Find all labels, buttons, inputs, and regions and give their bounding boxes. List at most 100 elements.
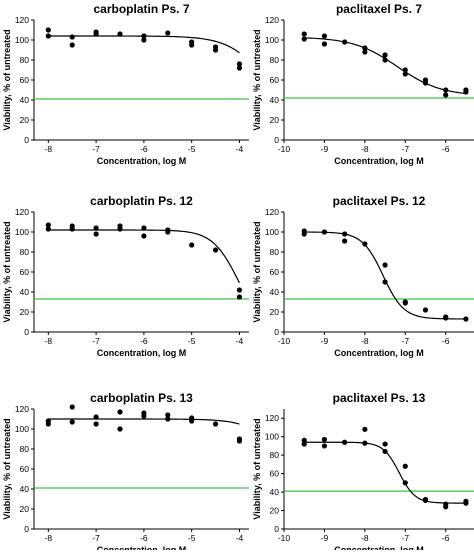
data-point: [45, 418, 51, 424]
x-tick-label: -6: [140, 144, 148, 154]
x-tick-label: -7: [92, 336, 100, 346]
data-point: [443, 92, 449, 98]
data-point: [212, 421, 219, 427]
data-point: [382, 448, 388, 455]
fit-curve: [304, 37, 466, 95]
x-tick-label: -9: [321, 533, 329, 543]
data-point: [69, 42, 75, 48]
data-point: [93, 29, 99, 35]
x-tick-label: -7: [401, 336, 409, 346]
data-point: [443, 87, 449, 93]
x-tick-label: -7: [92, 533, 100, 543]
y-tick-label: 80: [270, 55, 280, 65]
chart-title: carboplatin Ps. 13: [90, 391, 193, 405]
data-point: [212, 44, 219, 50]
y-tick-label: 40: [20, 484, 30, 494]
x-tick-label: -8: [361, 533, 369, 543]
y-tick-label: 20: [270, 506, 280, 516]
data-point: [236, 287, 243, 293]
data-point: [141, 233, 147, 239]
y-tick-label: 80: [20, 247, 30, 257]
data-point: [443, 504, 449, 510]
y-tick-label: 120: [265, 207, 279, 217]
y-tick-label: 60: [20, 75, 30, 85]
x-tick-label: -10: [278, 336, 291, 346]
data-point: [402, 71, 408, 77]
data-point: [382, 262, 388, 268]
y-tick-label: 120: [265, 413, 279, 423]
data-point: [141, 413, 147, 419]
x-tick-label: -9: [321, 336, 329, 346]
data-point: [321, 33, 328, 39]
x-tick-label: -8: [361, 336, 369, 346]
data-point: [236, 61, 243, 67]
y-axis-label: Viability, % of untreated: [2, 418, 12, 519]
y-tick-label: 20: [270, 115, 280, 125]
data-point: [93, 414, 99, 420]
data-point: [402, 67, 408, 73]
data-point: [362, 49, 368, 55]
x-tick-label: -5: [188, 336, 196, 346]
y-tick-label: 120: [15, 207, 29, 217]
data-point: [93, 231, 99, 237]
x-axis-label: Concentration, log M: [97, 156, 187, 166]
data-point: [69, 34, 75, 40]
fit-curve: [304, 231, 466, 320]
x-tick-label: -6: [442, 144, 450, 154]
x-tick-label: -7: [92, 144, 100, 154]
y-tick-label: 60: [270, 267, 280, 277]
data-point: [117, 426, 123, 432]
y-tick-label: 80: [20, 444, 30, 454]
y-tick-label: 20: [20, 504, 30, 514]
chart-panel-5: carboplatin Ps. 13 0 20 40 60 80 100 120 -8 -7 -6 -…: [2, 391, 249, 555]
data-point: [321, 229, 328, 235]
data-point: [422, 497, 429, 503]
y-tick-label: 0: [274, 327, 279, 337]
data-point: [301, 437, 307, 443]
y-axis-label: Viability, % of untreated: [252, 29, 262, 130]
y-axis-label: Viability, % of untreated: [252, 418, 262, 519]
x-tick-label: -9: [321, 144, 329, 154]
fit-curve: [48, 418, 240, 425]
data-point: [382, 57, 388, 63]
data-point: [236, 436, 243, 442]
data-point: [236, 65, 243, 71]
data-point: [443, 315, 449, 321]
chart-title: carboplatin Ps. 12: [90, 194, 193, 208]
data-point: [382, 279, 388, 285]
data-point: [69, 404, 75, 410]
y-axis-label: Viability, % of untreated: [2, 29, 12, 130]
y-tick-label: 60: [20, 267, 30, 277]
y-tick-label: 40: [270, 95, 280, 105]
y-tick-label: 0: [274, 135, 279, 145]
y-tick-label: 60: [270, 75, 280, 85]
x-tick-label: -8: [361, 144, 369, 154]
data-point: [321, 41, 328, 47]
x-tick-label: -6: [140, 336, 148, 346]
data-point: [93, 421, 99, 427]
data-point: [382, 52, 388, 58]
data-point: [342, 439, 348, 445]
data-point: [463, 89, 469, 95]
data-point: [45, 27, 51, 33]
x-tick-label: -5: [188, 533, 196, 543]
x-axis-label: Concentration, log M: [334, 545, 424, 550]
data-point: [236, 294, 243, 300]
y-tick-label: 20: [20, 115, 30, 125]
data-point: [321, 436, 328, 443]
y-tick-label: 40: [270, 287, 280, 297]
x-tick-label: -6: [442, 533, 450, 543]
data-point: [301, 36, 307, 42]
data-point: [382, 441, 388, 447]
data-point: [321, 443, 328, 449]
y-tick-label: 100: [15, 35, 29, 45]
x-tick-label: -8: [45, 336, 53, 346]
y-tick-label: 80: [270, 247, 280, 257]
y-tick-label: 120: [15, 15, 29, 25]
data-point: [362, 241, 368, 247]
x-tick-label: -7: [401, 144, 409, 154]
data-point: [165, 30, 171, 36]
y-tick-label: 40: [20, 95, 30, 105]
chart-title: paclitaxel Ps. 7: [336, 2, 422, 16]
